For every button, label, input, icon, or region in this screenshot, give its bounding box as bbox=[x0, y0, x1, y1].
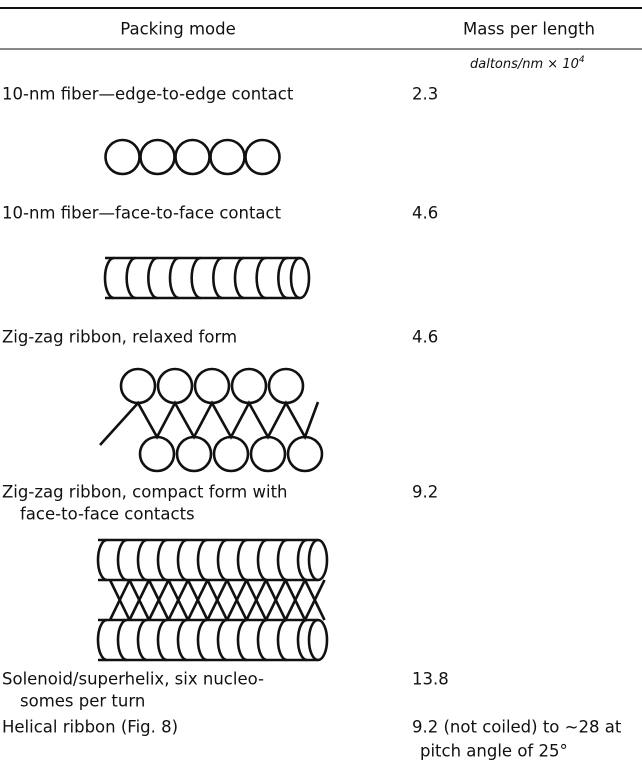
diagram-stroke bbox=[128, 579, 151, 621]
diagram-stroke bbox=[147, 256, 158, 300]
diagram-stroke bbox=[116, 618, 128, 662]
diagram-stroke bbox=[119, 367, 157, 405]
diagram-stroke bbox=[296, 618, 308, 662]
diagram-stroke bbox=[276, 538, 288, 582]
diagram-stroke bbox=[167, 579, 190, 621]
packing-mode: Helical ribbon (Fig. 8) bbox=[2, 718, 178, 737]
diagram-stroke bbox=[277, 256, 288, 300]
diagram-stroke bbox=[156, 367, 194, 405]
column-header: Mass per length bbox=[463, 20, 595, 39]
diagram-stroke bbox=[256, 538, 268, 582]
diagram-stroke bbox=[249, 435, 287, 473]
diagram-stroke bbox=[196, 618, 208, 662]
diagram-stroke bbox=[139, 138, 176, 176]
diagram-stroke bbox=[190, 256, 201, 300]
diagram-stroke bbox=[225, 579, 248, 621]
diagram-stroke bbox=[176, 618, 188, 662]
diagram-stroke bbox=[136, 538, 148, 582]
unit-exponent: 4 bbox=[579, 55, 585, 65]
diagram-stroke bbox=[116, 538, 128, 582]
diagram-stroke bbox=[307, 538, 329, 582]
diagram-stroke bbox=[255, 256, 266, 300]
mass-value: 9.2 bbox=[412, 483, 438, 502]
mass-value: 2.3 bbox=[412, 85, 438, 104]
mass-value: 4.6 bbox=[412, 328, 438, 347]
diagram-stroke bbox=[267, 367, 305, 405]
diagram-stroke bbox=[245, 579, 268, 621]
diagram-stroke bbox=[206, 579, 229, 621]
diagram-stroke bbox=[136, 618, 148, 662]
diagram-stroke bbox=[286, 435, 324, 473]
packing-mode: 10-nm fiber—face-to-face contact bbox=[2, 204, 282, 223]
diagram-stroke bbox=[193, 367, 231, 405]
diagram-stroke bbox=[175, 435, 213, 473]
diagram-stroke bbox=[230, 367, 268, 405]
mass-value: 13.8 bbox=[412, 670, 449, 689]
packing-mode: Zig-zag ribbon, relaxed form bbox=[2, 328, 237, 347]
diagram-stroke bbox=[156, 618, 168, 662]
diagram-stroke bbox=[276, 618, 288, 662]
packing-mode: Zig-zag ribbon, compact form with bbox=[2, 483, 288, 502]
diagram-stroke bbox=[209, 138, 246, 176]
diagram-stroke bbox=[233, 256, 245, 300]
mass-value: 4.6 bbox=[412, 204, 438, 223]
diagram-stroke bbox=[138, 435, 176, 473]
diagram-stroke bbox=[216, 618, 228, 662]
diagram-stroke bbox=[236, 618, 248, 662]
diagram-stroke bbox=[96, 538, 108, 582]
diagram-stroke bbox=[168, 256, 180, 300]
diagram-stroke bbox=[104, 138, 141, 176]
packing-mode: somes per turn bbox=[20, 692, 145, 711]
diagrams bbox=[96, 138, 329, 662]
diagram-stroke bbox=[212, 435, 250, 473]
diagram-stroke bbox=[307, 618, 329, 662]
unit: daltons/nm × 104 bbox=[470, 55, 585, 72]
diagram-stroke bbox=[103, 256, 115, 300]
diagram-stroke bbox=[108, 579, 131, 621]
diagram-stroke bbox=[284, 579, 307, 621]
mass-value: 9.2 (not coiled) to ~28 at bbox=[412, 718, 622, 737]
diagram-stroke bbox=[156, 538, 168, 582]
diagram-stroke bbox=[303, 579, 326, 621]
diagram-stroke bbox=[264, 579, 287, 621]
diagram-stroke bbox=[216, 538, 228, 582]
diagram-stroke bbox=[296, 538, 308, 582]
diagram-stroke bbox=[147, 579, 170, 621]
diagram-stroke bbox=[174, 138, 211, 176]
packing-mode: Solenoid/superhelix, six nucleo- bbox=[2, 670, 264, 689]
packing-mode: 10-nm fiber—edge-to-edge contact bbox=[2, 85, 294, 104]
packing-mode: face-to-face contacts bbox=[20, 505, 195, 524]
diagram-stroke bbox=[196, 538, 208, 582]
mass-value: pitch angle of 25° bbox=[420, 742, 568, 761]
diagram-stroke bbox=[212, 256, 223, 300]
diagram-stroke bbox=[96, 618, 108, 662]
diagram-stroke bbox=[176, 538, 188, 582]
unit-text: daltons/nm × 10 bbox=[470, 57, 579, 72]
diagram-stroke bbox=[244, 138, 281, 176]
diagram-stroke bbox=[289, 256, 311, 300]
column-header: Packing mode bbox=[120, 20, 236, 39]
diagram-stroke bbox=[256, 618, 268, 662]
diagram-stroke bbox=[99, 400, 320, 446]
diagram-stroke bbox=[186, 579, 209, 621]
diagram-stroke bbox=[236, 538, 248, 582]
diagram-stroke bbox=[125, 256, 136, 300]
